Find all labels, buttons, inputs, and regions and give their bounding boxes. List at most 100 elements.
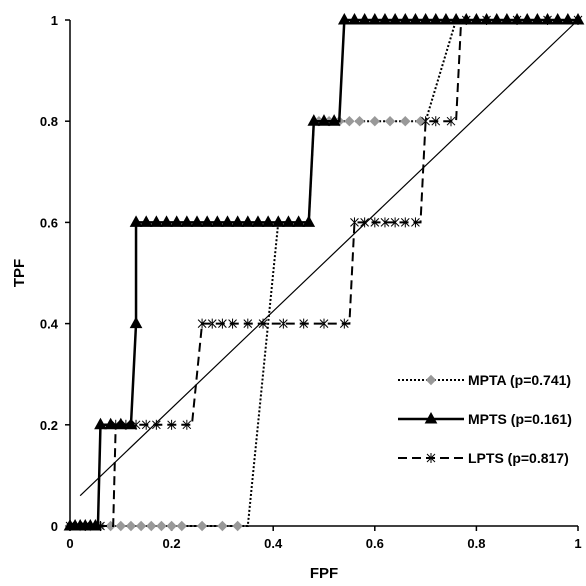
triangle-marker: [571, 12, 585, 25]
diamond-marker: [156, 520, 167, 532]
y-tick-label: 0.2: [40, 418, 58, 433]
triangle-marker: [114, 417, 128, 430]
asterisk-marker: [319, 318, 329, 329]
asterisk-marker: [207, 318, 217, 329]
x-axis-title: FPF: [310, 565, 338, 582]
asterisk-marker: [350, 217, 359, 228]
triangle-marker: [251, 215, 265, 227]
diamond-marker: [125, 520, 137, 532]
asterisk-marker: [197, 318, 207, 329]
legend-label: LPTS (p=0.817): [468, 450, 569, 466]
diamond-marker: [166, 520, 177, 532]
diamond-marker: [135, 520, 147, 532]
triangle-marker: [419, 12, 432, 25]
triangle-marker: [160, 215, 173, 227]
diamond-marker: [146, 520, 157, 532]
asterisk-marker: [167, 419, 176, 430]
y-tick-label: 0.8: [40, 114, 58, 129]
asterisk-marker: [299, 318, 309, 329]
triangle-marker: [531, 12, 544, 25]
diamond-marker: [232, 520, 243, 532]
legend-item: MPTS (p=0.161): [398, 411, 572, 427]
asterisk-marker: [279, 318, 288, 329]
triangle-marker: [398, 12, 412, 25]
triangle-marker: [388, 12, 402, 25]
diamond-marker: [425, 374, 437, 386]
asterisk-marker: [228, 318, 237, 329]
legend-label: MPTA (p=0.741): [468, 372, 571, 388]
diamond-marker: [354, 115, 365, 127]
triangle-marker: [271, 215, 285, 227]
triangle-marker: [561, 12, 575, 25]
triangle-marker: [210, 215, 224, 227]
series-mpts: [63, 12, 585, 531]
diamond-marker: [196, 520, 208, 532]
triangle-marker: [424, 411, 438, 424]
x-tick-label: 0.2: [163, 536, 181, 551]
triangle-marker: [520, 12, 534, 25]
x-tick-label: 0.6: [366, 536, 384, 551]
y-tick-label: 1: [51, 13, 58, 28]
asterisk-marker: [426, 453, 436, 463]
asterisk-marker: [421, 116, 430, 127]
triangle-marker: [348, 12, 361, 25]
diamond-marker: [344, 115, 355, 127]
triangle-marker: [282, 215, 295, 227]
asterisk-marker: [370, 217, 380, 228]
diamond-marker: [217, 520, 228, 532]
triangle-marker: [170, 215, 184, 227]
x-tick-label: 1: [574, 536, 581, 551]
axes: 0 0.2 0.4 0.6 0.8 1 0 0.2 0.4 0.6 0.8 1 FPF TPF: [11, 13, 582, 582]
triangle-marker: [317, 114, 331, 126]
asterisk-marker: [360, 217, 369, 228]
triangle-marker: [439, 12, 453, 25]
diamond-marker: [369, 115, 381, 127]
triangle-marker: [292, 215, 305, 227]
triangle-marker: [368, 12, 382, 25]
triangle-marker: [541, 12, 554, 25]
triangle-marker: [480, 12, 493, 25]
triangle-marker: [231, 215, 244, 227]
triangle-marker: [302, 215, 316, 227]
triangle-marker: [261, 215, 275, 227]
y-axis-title: TPF: [11, 259, 28, 287]
triangle-marker: [89, 518, 102, 531]
triangle-marker: [337, 12, 351, 25]
triangle-marker: [129, 215, 143, 227]
triangle-marker: [200, 215, 214, 227]
x-tick-label: 0: [66, 536, 73, 551]
diamond-marker: [115, 520, 127, 532]
diamond-marker: [384, 115, 396, 127]
y-tick-label: 0.4: [40, 317, 59, 332]
triangle-marker: [150, 215, 163, 227]
y-tick-label: 0: [51, 519, 58, 534]
triangle-marker: [104, 417, 117, 430]
triangle-marker: [190, 215, 204, 227]
triangle-marker: [429, 12, 443, 25]
triangle-marker: [500, 12, 514, 25]
legend: MPTA (p=0.741) MPTS (p=0.161) LPTS (p=0.81…: [398, 372, 572, 466]
triangle-marker: [241, 215, 255, 227]
asterisk-marker: [152, 419, 161, 430]
diamond-marker: [176, 520, 187, 532]
asterisk-marker: [339, 318, 349, 329]
series-line: [79, 19, 579, 497]
triangle-marker: [94, 417, 107, 430]
asterisk-marker: [258, 318, 268, 329]
y-tick-label: 0.6: [40, 215, 58, 230]
asterisk-marker: [141, 419, 151, 430]
triangle-marker: [490, 12, 504, 25]
triangle-marker: [459, 12, 473, 25]
legend-item: MPTA (p=0.741): [398, 372, 571, 388]
legend-label: MPTS (p=0.161): [468, 411, 572, 427]
triangle-marker: [470, 12, 483, 25]
triangle-marker: [327, 114, 341, 126]
asterisk-marker: [390, 217, 400, 228]
asterisk-marker: [446, 116, 456, 127]
triangle-marker: [139, 215, 153, 227]
triangle-marker: [129, 316, 143, 329]
asterisk-marker: [243, 318, 253, 329]
triangle-marker: [510, 12, 524, 25]
triangle-marker: [221, 215, 234, 227]
